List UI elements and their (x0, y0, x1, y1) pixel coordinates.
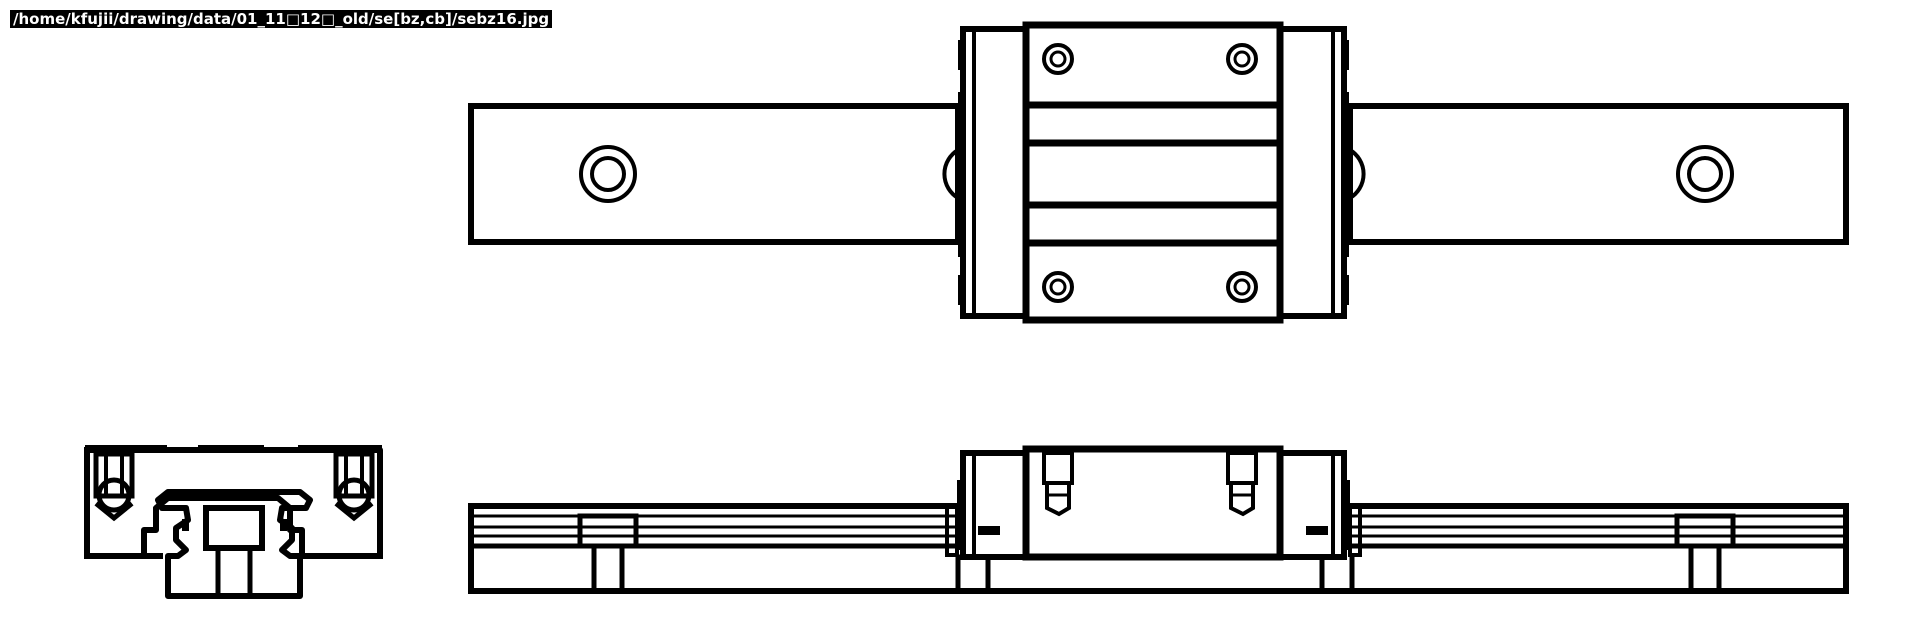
rail-mounting-hole (1678, 147, 1732, 201)
end-seal-left (958, 29, 1029, 316)
rail-hole-partial-right (1350, 150, 1364, 198)
rail-top-right (1350, 106, 1846, 242)
rail-mounting-hole (581, 147, 635, 201)
carriage-block-side (1026, 449, 1280, 557)
file-path-label: /home/kfujii/drawing/data/01_11□12□_old/… (10, 10, 553, 28)
rail-bolt-hidden (580, 516, 636, 591)
end-seal-side-left (947, 453, 1029, 591)
carriage-bolt-hole (1228, 273, 1256, 301)
rail-end-insert (206, 508, 262, 548)
end-bolt-hole-right (336, 454, 372, 518)
carriage-bolt-hole (1228, 45, 1256, 73)
carriage-bolt-hole (1044, 45, 1072, 73)
rail-end-profile (158, 492, 310, 596)
carriage-bolt-hidden (1044, 453, 1072, 514)
rail-bolt-hidden (1677, 516, 1733, 591)
top-view (471, 25, 1846, 320)
rail-top-left (471, 106, 958, 242)
end-bolt-hole-left (96, 454, 132, 518)
carriage-bolt-hole (1044, 273, 1072, 301)
side-view (471, 449, 1846, 591)
end-view (87, 447, 380, 596)
rail-hole-partial-left (944, 150, 958, 198)
carriage-bolt-hidden (1228, 453, 1256, 514)
end-seal-side-right (1278, 453, 1360, 591)
end-seal-right (1278, 29, 1349, 316)
